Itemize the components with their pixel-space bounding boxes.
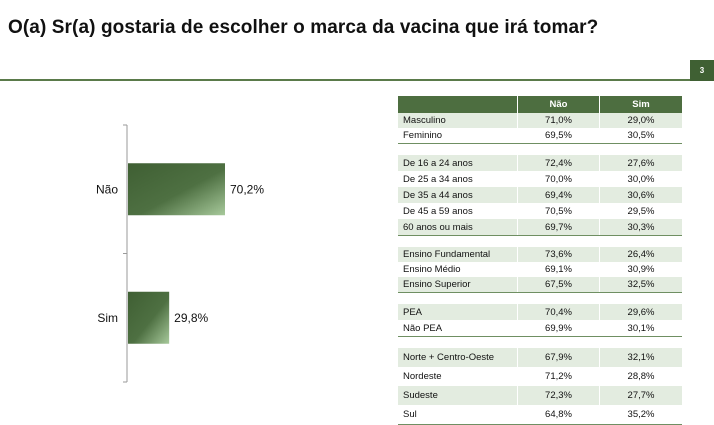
data-label: 29,8% [174, 311, 208, 325]
cell-nao: 69,9% [518, 320, 600, 336]
table-row: Nordeste 71,2% 28,8% [398, 367, 682, 386]
group-spacer [398, 337, 682, 348]
bar-chart: Não 70,2% Sim 29,8% [96, 124, 264, 383]
cell-nao: 64,8% [518, 405, 600, 424]
table-row: De 16 a 24 anos 72,4% 27,6% [398, 155, 682, 171]
cell-sim: 32,1% [627, 352, 655, 363]
cell-nao: 70,5% [518, 203, 600, 219]
cell-sim: 28,8% [627, 371, 655, 382]
table-row: Sudeste 72,3% 27,7% [398, 386, 682, 405]
cell-sim: 27,7% [627, 390, 655, 401]
row-label: De 45 a 59 anos [398, 203, 518, 219]
page-title: O(a) Sr(a) gostaria de escolher o marca … [8, 17, 599, 38]
cell-nao: 72,3% [518, 386, 600, 405]
row-label: Ensino Médio [398, 262, 518, 277]
title-divider [0, 79, 690, 81]
cell-sim: 27,6% [627, 157, 655, 169]
cell-nao: 73,6% [518, 247, 600, 262]
row-label: De 16 a 24 anos [398, 155, 518, 171]
table-header: Não Sim [398, 96, 682, 113]
table-row: De 25 a 34 anos 70,0% 30,0% [398, 171, 682, 187]
cell-sim: 30,9% [627, 264, 655, 275]
row-label: Sul [398, 405, 518, 424]
chart-axis [123, 124, 128, 383]
table-row: Sul 64,8% 35,2% [398, 405, 682, 424]
cell-sim: 32,5% [627, 279, 655, 290]
bar-0 [128, 163, 225, 216]
cell-nao: 70,0% [518, 171, 600, 187]
table-row: Ensino Superior 67,5% 32,5% [398, 277, 682, 292]
row-label: Sudeste [398, 386, 518, 405]
table-row: De 45 a 59 anos 70,5% 29,5% [398, 203, 682, 219]
cell-nao: 67,9% [518, 348, 600, 367]
cell-sim: 26,4% [627, 249, 655, 260]
header-cell-blank [398, 96, 518, 113]
cell-sim: 30,0% [627, 173, 655, 185]
group-spacer [398, 293, 682, 304]
group-spacer [398, 236, 682, 247]
table-row: Masculino 71,0% 29,0% [398, 113, 682, 128]
table-row: PEA 70,4% 29,6% [398, 304, 682, 320]
cell-nao: 67,5% [518, 277, 600, 292]
row-label: Ensino Fundamental [398, 247, 518, 262]
table-group: De 16 a 24 anos 72,4% 27,6% De 25 a 34 anos… [398, 155, 682, 236]
cell-sim: 29,6% [627, 306, 655, 318]
row-label: 60 anos ou mais [398, 219, 518, 235]
table-row: Feminino 69,5% 30,5% [398, 128, 682, 143]
cell-sim: 30,6% [627, 189, 655, 201]
header-cell-nao: Não [518, 96, 600, 113]
page-number-badge: 3 [690, 60, 714, 81]
bar-1 [128, 291, 170, 344]
row-label: PEA [398, 304, 518, 320]
cell-nao: 71,2% [518, 367, 600, 386]
row-label: Não PEA [398, 320, 518, 336]
cell-nao: 69,5% [518, 128, 600, 143]
cell-sim: 30,5% [627, 130, 655, 141]
table-row: Não PEA 69,9% 30,1% [398, 320, 682, 336]
row-label: De 35 a 44 anos [398, 187, 518, 203]
cell-sim: 30,3% [627, 221, 655, 233]
table-row: Norte + Centro-Oeste 67,9% 32,1% [398, 348, 682, 367]
row-label: Masculino [398, 113, 518, 128]
table-row: Ensino Fundamental 73,6% 26,4% [398, 247, 682, 262]
cell-sim: 29,5% [627, 205, 655, 217]
category-label: Sim [97, 311, 118, 325]
cell-sim: 30,1% [627, 322, 655, 334]
header-cell-sim: Sim [632, 99, 650, 110]
cell-nao: 69,1% [518, 262, 600, 277]
data-label: 70,2% [230, 182, 264, 196]
category-label: Não [96, 182, 118, 196]
row-label: Nordeste [398, 367, 518, 386]
row-label: Ensino Superior [398, 277, 518, 292]
row-label: Feminino [398, 128, 518, 143]
group-spacer [398, 144, 682, 155]
cell-sim: 29,0% [627, 115, 655, 126]
table-group: Ensino Fundamental 73,6% 26,4% Ensino Médio… [398, 247, 682, 293]
table-group: PEA 70,4% 29,6% Não PEA 69,9% 30,1% [398, 304, 682, 337]
row-label: Norte + Centro-Oeste [398, 348, 518, 367]
table-row: 60 anos ou mais 69,7% 30,3% [398, 219, 682, 235]
table-row: De 35 a 44 anos 69,4% 30,6% [398, 187, 682, 203]
table-group: Norte + Centro-Oeste 67,9% 32,1% Nordeste 71… [398, 348, 682, 425]
row-label: De 25 a 34 anos [398, 171, 518, 187]
cell-nao: 71,0% [518, 113, 600, 128]
cell-nao: 69,7% [518, 219, 600, 235]
cell-nao: 69,4% [518, 187, 600, 203]
cell-nao: 70,4% [518, 304, 600, 320]
cell-sim: 35,2% [627, 409, 655, 420]
table-row: Ensino Médio 69,1% 30,9% [398, 262, 682, 277]
table-group: Masculino 71,0% 29,0% Feminino 69,5% 30,5% [398, 113, 682, 144]
breakdown-table: Não Sim Masculino 71,0% 29,0% Feminino 69,5%… [398, 96, 682, 425]
cell-nao: 72,4% [518, 155, 600, 171]
